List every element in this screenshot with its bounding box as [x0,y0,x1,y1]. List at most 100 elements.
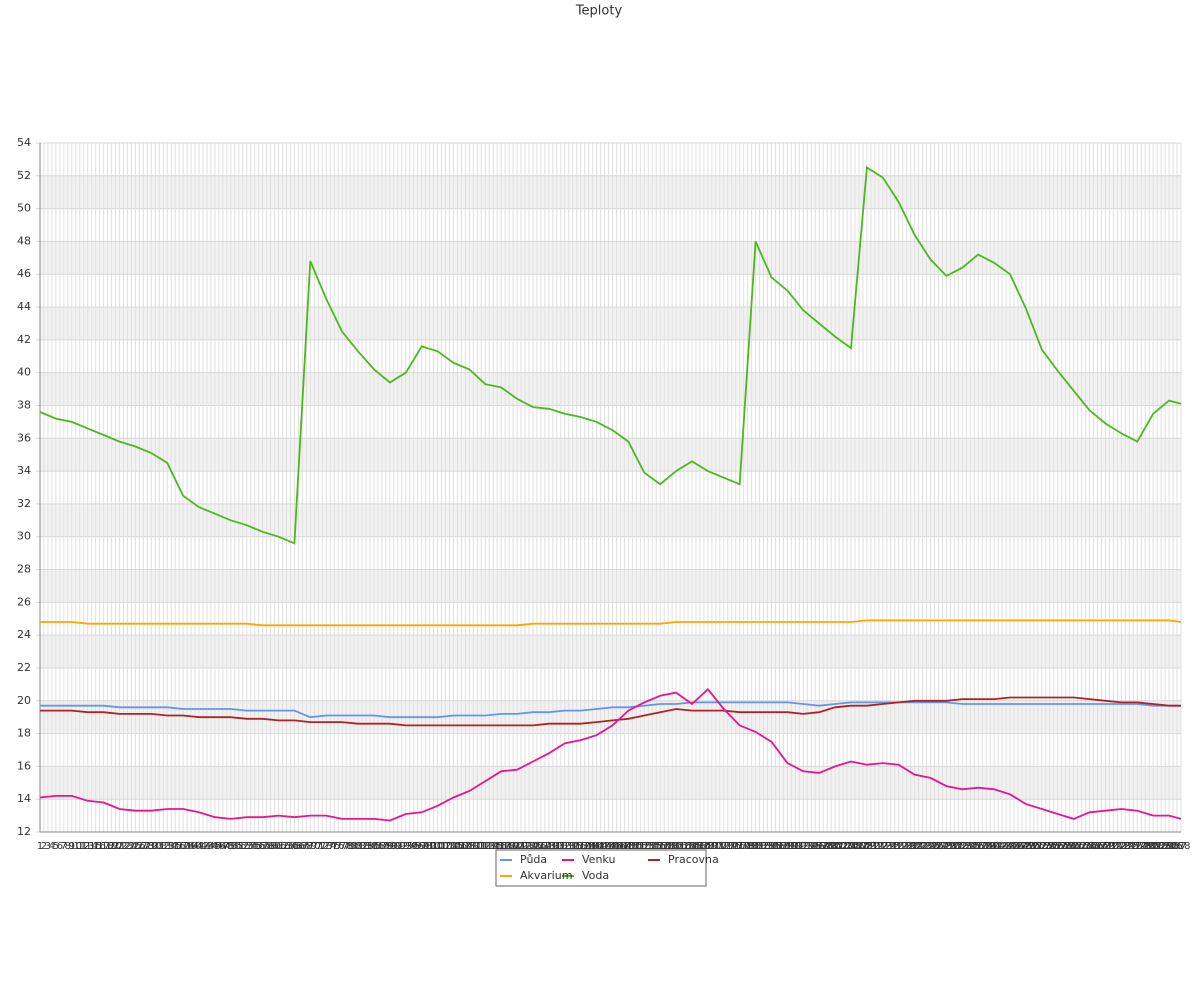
x-tick-label: 57 [256,841,269,852]
x-tick-label: 73 [320,841,333,852]
x-tick-label: 285 [1160,841,1179,852]
x-tick-label: 268 [1092,841,1111,852]
x-tick-label: 115 [484,841,503,852]
x-tick-label: 204 [838,841,857,852]
x-tick-label: 137 [571,841,590,852]
x-tick-label: 133 [555,841,574,852]
y-tick-label: 24 [17,628,31,641]
x-tick-label: 165 [682,841,701,852]
x-tick-label: 19 [105,841,118,852]
x-tick-label: 59 [264,841,277,852]
series-line [39,687,1182,822]
x-tick-label: 53 [240,841,253,852]
x-tick-label: 66 [292,841,305,852]
x-tick-label: 2 [41,841,47,852]
x-tick-label: 160 [663,841,682,852]
x-tick-label: 54 [244,841,257,852]
x-tick-label: 186 [766,841,785,852]
x-tick-label: 242 [989,841,1008,852]
y-tick-label: 38 [17,398,31,411]
x-tick-label: 227 [929,841,948,852]
x-tick-label: 197 [810,841,829,852]
x-tick-label: 225 [921,841,940,852]
x-tick-label: 64 [284,841,297,852]
x-tick-label: 46 [213,841,226,852]
x-tick-label: 12 [77,841,90,852]
x-tick-label: 224 [917,841,936,852]
x-tick-label: 288 [1171,841,1190,852]
x-tick-label: 111 [468,841,487,852]
x-tick-label: 201 [826,841,845,852]
x-tick-label: 203 [834,841,853,852]
x-tick-label: 107 [452,841,471,852]
x-tick-label: 50 [228,841,241,852]
x-tick-label: 250 [1020,841,1039,852]
x-tick-label: 192 [790,841,809,852]
x-tick-label: 27 [137,841,150,852]
x-tick-label: 122 [512,841,531,852]
x-tick-label: 129 [539,841,558,852]
x-tick-label: 33 [161,841,174,852]
legend-box [495,849,707,887]
x-tick-label: 146 [607,841,626,852]
x-tick-label: 10 [69,841,82,852]
x-tick-label: 143 [595,841,614,852]
x-tick-label: 154 [639,841,658,852]
y-tick-label: 40 [17,366,31,379]
x-tick-label: 193 [794,841,813,852]
x-tick-label: 76 [332,841,345,852]
x-tick-label: 252 [1028,841,1047,852]
x-tick-label: 67 [296,841,309,852]
x-tick-label: 48 [220,841,233,852]
x-tick-label: 11 [73,841,86,852]
x-tick-label: 34 [165,841,178,852]
x-tick-label: 176 [726,841,745,852]
x-tick-label: 79 [344,841,357,852]
x-tick-label: 135 [563,841,582,852]
x-tick-label: 113 [476,841,495,852]
x-tick-label: 49 [224,841,237,852]
x-tick-label: 271 [1104,841,1123,852]
y-tick-label: 30 [17,530,31,543]
x-tick-label: 105 [444,841,463,852]
y-tick-label: 12 [17,825,31,838]
x-tick-label: 91 [391,841,404,852]
grid-band [40,438,1181,472]
x-tick-label: 230 [941,841,960,852]
x-tick-label: 139 [579,841,598,852]
y-tick-label: 32 [17,497,31,510]
x-tick-label: 260 [1060,841,1079,852]
x-tick-label: 244 [997,841,1016,852]
x-tick-label: 103 [436,841,455,852]
x-tick-label: 277 [1128,841,1147,852]
x-tick-label: 163 [675,841,694,852]
grid-band [40,372,1181,406]
legend-label: Voda [582,869,609,882]
y-tick-label: 14 [17,792,31,805]
x-tick-label: 284 [1156,841,1175,852]
x-tick-label: 100 [424,841,443,852]
x-tick-label: 259 [1056,841,1075,852]
x-tick-label: 145 [603,841,622,852]
x-tick-label: 36 [173,841,186,852]
x-tick-label: 194 [798,841,817,852]
legend-label: Pracovna [668,853,719,866]
x-tick-label: 13 [81,841,94,852]
x-tick-label: 110 [464,841,483,852]
x-tick-label: 35 [169,841,182,852]
x-tick-label: 199 [818,841,837,852]
x-tick-label: 7 [61,841,67,852]
x-tick-label: 209 [857,841,876,852]
x-tick-label: 3 [45,841,51,852]
x-tick-label: 270 [1100,841,1119,852]
x-tick-label: 251 [1024,841,1043,852]
x-tick-label: 232 [949,841,968,852]
x-tick-label: 127 [531,841,550,852]
x-tick-label: 169 [698,841,717,852]
x-tick-label: 132 [551,841,570,852]
x-tick-label: 287 [1167,841,1186,852]
series-line [39,166,1182,545]
x-tick-label: 185 [762,841,781,852]
x-tick-label: 16 [93,841,106,852]
x-tick-label: 25 [129,841,142,852]
